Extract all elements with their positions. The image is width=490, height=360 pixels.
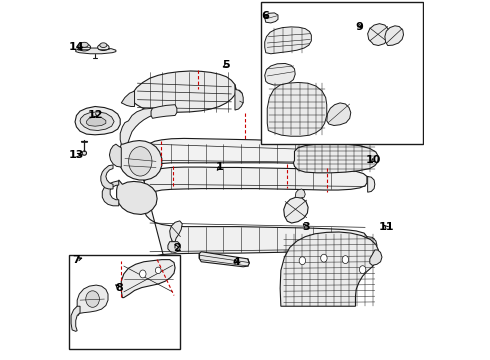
Text: 3: 3 xyxy=(302,222,310,231)
Polygon shape xyxy=(76,48,116,54)
Polygon shape xyxy=(385,26,403,45)
Text: 5: 5 xyxy=(222,60,230,70)
Text: 13: 13 xyxy=(69,150,84,160)
Ellipse shape xyxy=(78,44,91,51)
Polygon shape xyxy=(101,165,113,189)
Polygon shape xyxy=(119,140,162,180)
Polygon shape xyxy=(122,260,175,298)
Text: 8: 8 xyxy=(115,283,122,293)
Text: 12: 12 xyxy=(87,111,103,121)
Polygon shape xyxy=(367,237,377,253)
Polygon shape xyxy=(168,242,180,252)
Ellipse shape xyxy=(155,267,161,274)
Polygon shape xyxy=(144,138,368,181)
Polygon shape xyxy=(109,144,122,167)
Polygon shape xyxy=(280,232,378,306)
Polygon shape xyxy=(265,27,311,54)
Polygon shape xyxy=(294,143,378,173)
Polygon shape xyxy=(170,221,182,242)
Ellipse shape xyxy=(80,42,88,47)
Ellipse shape xyxy=(86,291,99,307)
Ellipse shape xyxy=(359,266,366,274)
Polygon shape xyxy=(77,285,108,316)
Text: 2: 2 xyxy=(173,243,181,253)
Polygon shape xyxy=(267,82,327,136)
Polygon shape xyxy=(368,24,389,45)
Polygon shape xyxy=(144,167,367,287)
Polygon shape xyxy=(120,108,152,146)
Polygon shape xyxy=(80,112,114,131)
Polygon shape xyxy=(367,150,375,166)
Polygon shape xyxy=(71,306,80,331)
Ellipse shape xyxy=(342,256,349,264)
Ellipse shape xyxy=(140,270,146,278)
Text: 7: 7 xyxy=(73,255,80,265)
Polygon shape xyxy=(235,85,243,110)
Text: 1: 1 xyxy=(216,162,224,172)
Ellipse shape xyxy=(299,257,306,265)
Polygon shape xyxy=(87,117,106,126)
Polygon shape xyxy=(122,91,135,107)
Ellipse shape xyxy=(100,43,107,48)
Polygon shape xyxy=(102,181,119,206)
Text: 6: 6 xyxy=(261,11,269,21)
Ellipse shape xyxy=(82,151,87,155)
Polygon shape xyxy=(75,107,120,135)
Polygon shape xyxy=(285,83,313,101)
Ellipse shape xyxy=(98,44,109,50)
Polygon shape xyxy=(367,176,375,192)
Text: 9: 9 xyxy=(356,22,364,32)
Bar xyxy=(69,255,180,348)
Polygon shape xyxy=(284,197,308,223)
Polygon shape xyxy=(151,105,177,118)
Polygon shape xyxy=(327,103,351,126)
Text: 4: 4 xyxy=(232,257,240,267)
Polygon shape xyxy=(117,180,157,215)
Text: 11: 11 xyxy=(379,222,394,232)
Text: 10: 10 xyxy=(366,155,381,165)
Polygon shape xyxy=(370,250,382,265)
Ellipse shape xyxy=(320,254,327,262)
Polygon shape xyxy=(199,252,249,267)
Polygon shape xyxy=(265,13,278,23)
Ellipse shape xyxy=(129,147,152,176)
Bar xyxy=(261,3,422,144)
Polygon shape xyxy=(128,71,236,112)
Polygon shape xyxy=(265,63,295,85)
Text: 14: 14 xyxy=(69,42,84,52)
Polygon shape xyxy=(295,189,305,198)
